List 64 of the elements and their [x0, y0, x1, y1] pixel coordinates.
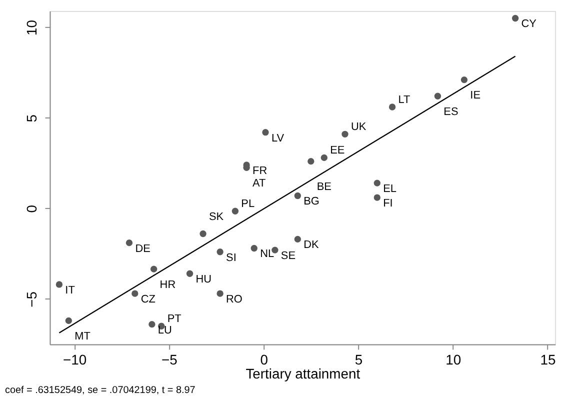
y-tick-label: −5 — [23, 291, 40, 308]
annotation: NL — [260, 248, 274, 260]
annotation: MT — [74, 330, 91, 343]
annotation: CZ — [140, 293, 156, 306]
point — [216, 290, 224, 297]
point — [262, 129, 269, 136]
annotation: BG — [304, 196, 320, 208]
point — [512, 14, 519, 22]
annotation: IT — [65, 284, 76, 296]
annotation: SK — [209, 210, 224, 223]
point — [374, 194, 380, 201]
annotation: PT — [167, 313, 182, 326]
x-tick-label: 10 — [446, 352, 462, 368]
x-tick-label: 15 — [540, 352, 556, 368]
annotation: UK — [350, 121, 367, 134]
point — [65, 317, 72, 324]
annotation: ES — [444, 106, 458, 118]
point — [308, 158, 314, 165]
annotation: RO — [226, 293, 242, 306]
annotation: DE — [135, 242, 150, 255]
point — [126, 239, 133, 246]
point — [374, 180, 380, 186]
x-tick-label: −10 — [63, 352, 87, 368]
text: coef = .63152549, se = .07042199, t = 8.97 — [4, 384, 196, 396]
annotation: LT — [398, 94, 411, 106]
point — [150, 266, 158, 272]
point — [388, 104, 396, 110]
point — [342, 130, 348, 138]
annotation: LV — [271, 132, 285, 144]
annotation: SE — [280, 250, 296, 262]
point — [250, 244, 258, 252]
point — [56, 281, 63, 288]
annotation: CY — [521, 18, 538, 30]
x-tick-label: 5 — [354, 352, 363, 368]
y-tick-label: 0 — [23, 204, 40, 213]
x-tick-label: −5 — [162, 352, 178, 368]
point — [216, 248, 224, 256]
point — [294, 236, 301, 243]
point — [148, 320, 156, 328]
y-tick-label: 5 — [23, 114, 40, 122]
annotation: HR — [160, 278, 176, 291]
point — [186, 270, 194, 277]
x-tick-label: 0 — [260, 352, 268, 368]
annotation: EE — [330, 144, 345, 157]
annotation: FR — [252, 164, 268, 177]
annotation: FI — [383, 197, 393, 210]
y-tick-label: 10 — [23, 20, 40, 36]
annotation: PL — [241, 198, 255, 210]
point — [132, 290, 138, 297]
point — [294, 192, 301, 200]
annotation: LU — [158, 324, 172, 336]
point — [320, 154, 328, 162]
annotation: DK — [304, 239, 320, 252]
x-axis-title: Tertiary attainment — [246, 366, 360, 382]
annotation: EL — [383, 183, 397, 196]
annotation: BE — [316, 181, 332, 194]
annotation: HU — [196, 274, 212, 286]
annotation: SI — [226, 252, 236, 264]
point — [200, 230, 206, 238]
annotation: AT — [252, 178, 266, 190]
point — [460, 76, 468, 84]
point — [434, 92, 442, 100]
annotation: IE — [470, 90, 481, 102]
point — [232, 208, 239, 214]
